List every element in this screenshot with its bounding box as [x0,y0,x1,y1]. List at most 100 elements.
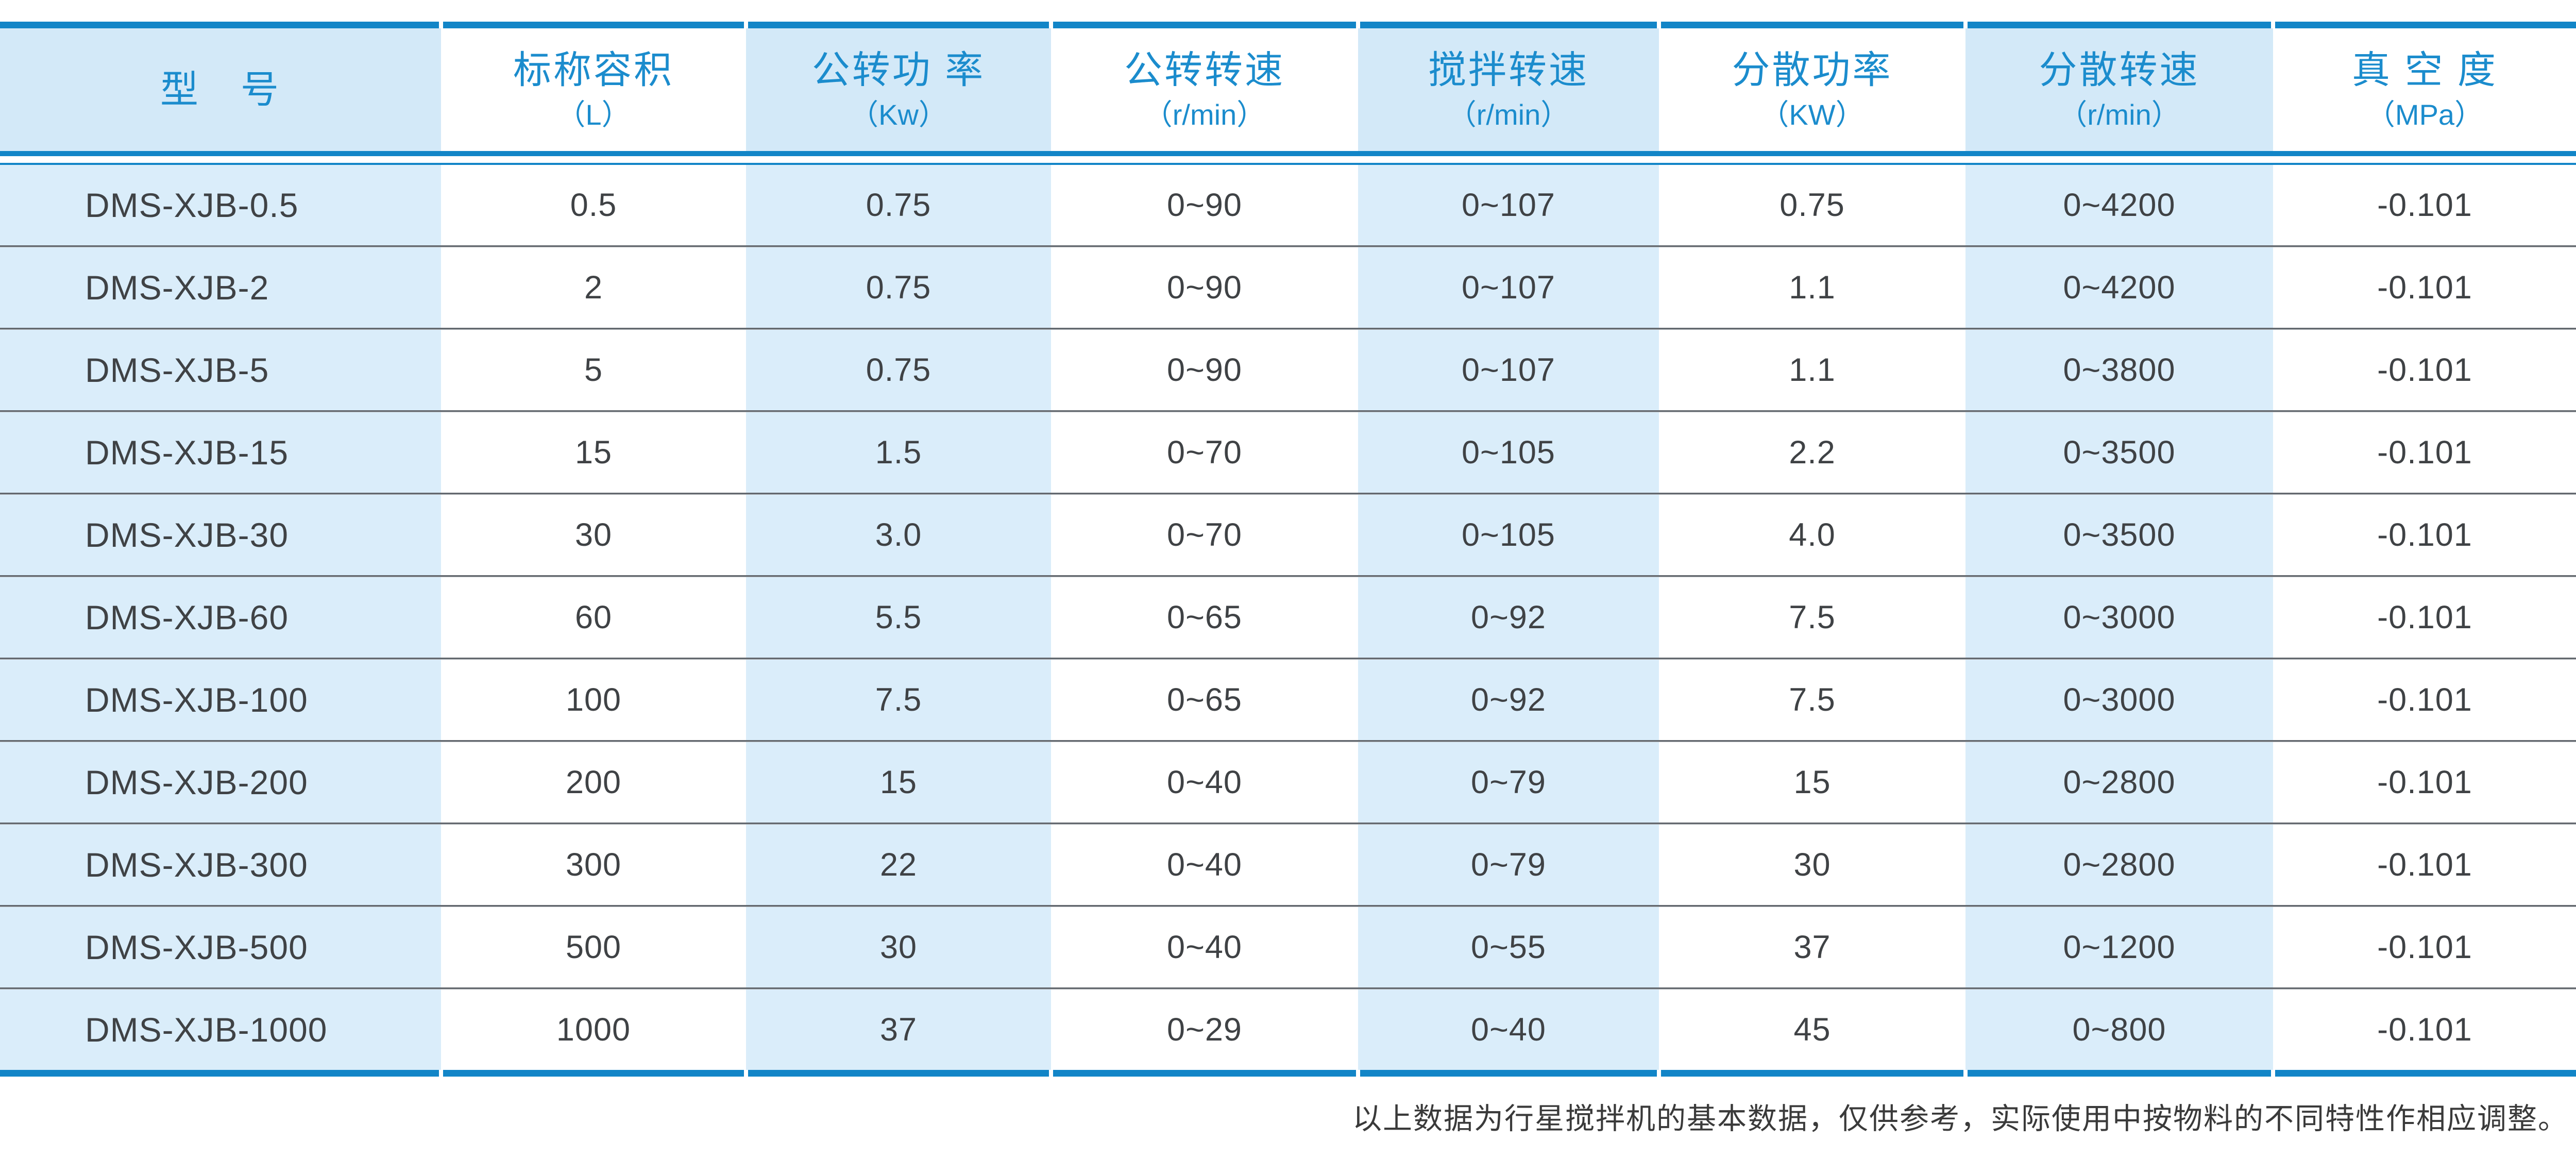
cell-stirring-speed: 0~105 [1358,412,1659,493]
cell-dispersing-speed: 0~2800 [1965,825,2273,905]
cell-stirring-speed: 0~40 [1358,989,1659,1070]
column-unit: （KW） [1760,98,1865,131]
cell-revolution-power: 5.5 [746,577,1051,658]
cell-revolution-speed: 0~65 [1167,682,1242,718]
cell-nominal-volume: 15 [574,434,613,471]
cell-model: DMS-XJB-0.5 [0,165,441,245]
cell-revolution-power: 37 [746,989,1051,1070]
cell-vacuum-degree: -0.101 [2377,599,2472,635]
cell-dispersing-speed: 0~4200 [1965,165,2273,245]
column-unit: （L） [556,98,631,131]
cell-nominal-volume: 200 [565,764,622,800]
cell-revolution-speed: 0~70 [1167,517,1242,553]
border-segment [2275,22,2576,28]
cell-revolution-power: 1.5 [746,412,1051,493]
column-header-model: 型 号 [0,28,441,151]
cell-nominal-volume: 2 [584,270,603,306]
cell-stirring-speed: 0~92 [1358,577,1659,658]
cell-vacuum-degree: -0.101 [2377,270,2472,306]
row-divider [0,823,2576,825]
cell-vacuum-degree: -0.101 [2377,517,2472,553]
border-segment [1053,1070,1356,1077]
row-divider [0,328,2576,330]
table-row: DMS-XJB-2 2 0.75 0~90 0~107 1.1 0~4200 -0.101 [0,247,2576,328]
cell-revolution-power: 22 [746,825,1051,905]
column-unit: （Kw） [850,98,947,131]
column-title: 分散转速 [2039,48,2200,92]
column-unit: （MPa） [2366,98,2484,131]
cell-dispersing-power: 30 [1793,847,1831,883]
cell-model: DMS-XJB-100 [0,660,441,740]
row-divider [0,740,2576,742]
cell-revolution-speed: 0~65 [1167,599,1242,635]
column-title: 分散功率 [1732,48,1893,92]
cell-revolution-speed: 0~40 [1167,847,1242,883]
column-title: 型 号 [160,68,281,111]
row-divider [0,575,2576,577]
cell-dispersing-power: 0.75 [1780,187,1845,223]
cell-revolution-power: 0.75 [746,330,1051,410]
cell-dispersing-speed: 0~800 [1965,989,2273,1070]
table-row: DMS-XJB-30 30 3.0 0~70 0~105 4.0 0~3500 -0.101 [0,495,2576,575]
table-body: DMS-XJB-0.5 0.5 0.75 0~90 0~107 0.75 0~4200 -0.… [0,165,2576,1070]
cell-stirring-speed: 0~107 [1358,330,1659,410]
row-divider [0,245,2576,247]
cell-revolution-speed: 0~29 [1167,1012,1242,1048]
border-segment [0,1070,439,1077]
cell-model: DMS-XJB-60 [0,577,441,658]
cell-dispersing-speed: 0~3500 [1965,495,2273,575]
cell-stirring-speed: 0~79 [1358,825,1659,905]
cell-revolution-power: 30 [746,907,1051,987]
table-bottom-border [0,1070,2576,1077]
cell-revolution-speed: 0~90 [1167,352,1242,388]
cell-dispersing-speed: 0~2800 [1965,742,2273,823]
table-row: DMS-XJB-60 60 5.5 0~65 0~92 7.5 0~3000 -0.101 [0,577,2576,658]
cell-dispersing-speed: 0~3000 [1965,660,2273,740]
cell-model: DMS-XJB-500 [0,907,441,987]
cell-revolution-speed: 0~90 [1167,187,1242,223]
cell-stirring-speed: 0~55 [1358,907,1659,987]
border-segment [1661,22,1963,28]
cell-model: DMS-XJB-15 [0,412,441,493]
cell-nominal-volume: 100 [565,682,622,718]
cell-revolution-power: 0.75 [746,247,1051,328]
cell-dispersing-power: 37 [1793,929,1831,965]
column-header-dispersing-power: 分散功率 （KW） [1659,28,1965,151]
cell-nominal-volume: 300 [565,847,622,883]
border-segment [2275,1070,2576,1077]
column-header-stirring-speed: 搅拌转速 （r/min） [1358,28,1659,151]
cell-nominal-volume: 500 [565,929,622,965]
cell-revolution-power: 0.75 [746,165,1051,245]
table-row: DMS-XJB-15 15 1.5 0~70 0~105 2.2 0~3500 -0.101 [0,412,2576,493]
cell-nominal-volume: 0.5 [570,187,617,223]
column-title: 真 空 度 [2351,48,2498,92]
row-divider [0,493,2576,495]
cell-dispersing-power: 1.1 [1789,270,1836,306]
cell-revolution-power: 7.5 [746,660,1051,740]
column-title: 公转功 率 [811,48,986,92]
cell-model: DMS-XJB-2 [0,247,441,328]
border-segment [443,1070,744,1077]
border-segment [1968,22,2271,28]
table-row: DMS-XJB-500 500 30 0~40 0~55 37 0~1200 -0.101 [0,907,2576,987]
cell-stirring-speed: 0~92 [1358,660,1659,740]
cell-revolution-speed: 0~40 [1167,929,1242,965]
border-segment [443,22,744,28]
border-segment [1968,1070,2271,1077]
cell-model: DMS-XJB-1000 [0,989,441,1070]
table-row: DMS-XJB-1000 1000 37 0~29 0~40 45 0~800 -0.101 [0,989,2576,1070]
cell-stirring-speed: 0~107 [1358,165,1659,245]
cell-vacuum-degree: -0.101 [2377,352,2472,388]
cell-vacuum-degree: -0.101 [2377,1012,2472,1048]
column-header-nominal-volume: 标称容积 （L） [441,28,746,151]
row-divider [0,658,2576,660]
column-header-revolution-power: 公转功 率 （Kw） [746,28,1051,151]
row-divider [0,905,2576,907]
border-segment [748,1070,1049,1077]
table-row: DMS-XJB-0.5 0.5 0.75 0~90 0~107 0.75 0~4200 -0.… [0,165,2576,245]
cell-model: DMS-XJB-5 [0,330,441,410]
footnote: 以上数据为行星搅拌机的基本数据，仅供参考，实际使用中按物料的不同特性作相应调整。 [1352,1103,2568,1135]
cell-vacuum-degree: -0.101 [2377,764,2472,800]
cell-stirring-speed: 0~79 [1358,742,1659,823]
cell-dispersing-speed: 0~3000 [1965,577,2273,658]
